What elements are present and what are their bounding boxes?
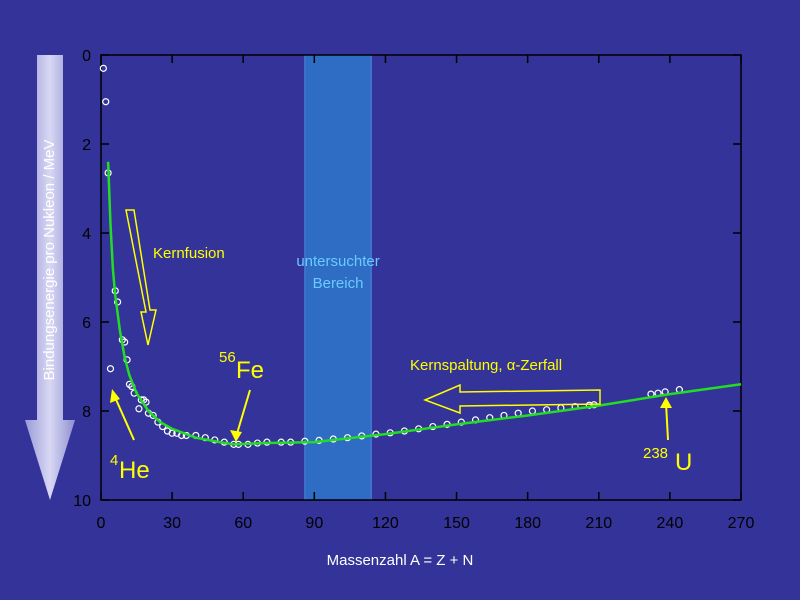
u-arrow (665, 402, 669, 441)
x-tick-label: 240 (657, 515, 684, 532)
x-tick-label: 210 (585, 515, 612, 532)
fe-mass: 56 (219, 349, 236, 366)
highlight-label: untersuchter (296, 253, 379, 270)
y-tick-label: 8 (82, 404, 91, 421)
x-tick-label: 90 (305, 515, 323, 532)
he-arrow (113, 394, 135, 441)
y-tick-label: 4 (82, 226, 91, 243)
u-mass: 238 (643, 445, 668, 462)
data-point (135, 405, 143, 413)
data-point (102, 98, 110, 106)
plot-frame (100, 54, 742, 501)
x-tick-label: 30 (163, 515, 181, 532)
he-mass: 4 (110, 452, 118, 469)
highlight-band (304, 54, 372, 501)
fusion-label: Kernfusion (153, 245, 225, 262)
fusion-arrow (125, 209, 157, 346)
annotations: Kernfusion Kernspaltung, α-Zerfall 56 Fe… (110, 209, 692, 484)
x-tick-label: 60 (234, 515, 252, 532)
data-point (168, 429, 176, 437)
y-axis-label: Bindungsenergie pro Nukleon / MeV (41, 140, 58, 381)
fe-symbol: Fe (236, 357, 264, 384)
data-point (106, 365, 115, 373)
fission-arrow (422, 383, 601, 415)
data-point (99, 64, 107, 72)
fission-label: Kernspaltung, α-Zerfall (410, 357, 562, 374)
he-arrowhead (110, 389, 120, 403)
highlight-label: Bereich (313, 275, 364, 292)
u-arrowhead (660, 397, 672, 408)
x-tick-label: 0 (97, 515, 106, 532)
y-tick-label: 2 (82, 137, 91, 154)
y-tick-label: 0 (82, 48, 91, 65)
x-tick-label: 120 (372, 515, 399, 532)
fe-arrow (235, 389, 251, 438)
axis-arrow (25, 55, 75, 500)
y-tick-label: 6 (82, 315, 91, 332)
x-axis-label: Massenzahl A = Z + N (327, 552, 474, 569)
fe-arrowhead (230, 430, 242, 442)
y-tick-label: 10 (73, 493, 91, 510)
fit-line (106, 161, 742, 446)
he-symbol: He (119, 457, 150, 484)
x-tick-label: 270 (728, 515, 755, 532)
data-point (149, 411, 157, 420)
x-tick-label: 150 (443, 515, 470, 532)
u-symbol: U (675, 449, 692, 476)
x-tick-label: 180 (514, 515, 541, 532)
